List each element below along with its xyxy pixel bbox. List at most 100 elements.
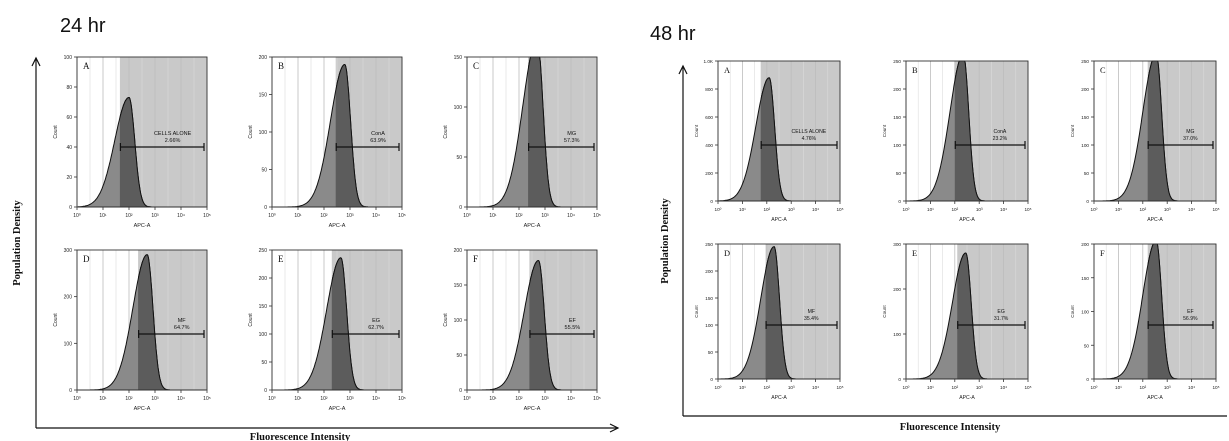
histogram-gated xyxy=(954,61,1027,201)
y-tick-label: 50 xyxy=(456,353,462,359)
y-tick-label: 150 xyxy=(259,93,268,99)
y-tick-label: 100 xyxy=(454,318,463,324)
x-tick-label: 10⁵ xyxy=(1212,385,1219,390)
x-tick-label: 10⁰ xyxy=(714,207,721,212)
y-tick-label: 150 xyxy=(893,115,901,120)
histogram-panel-b: 0 50 100 150 200 Count 10⁰ 10¹ 10² 10³ 10⁴ 10⁵ APC-A… xyxy=(248,55,406,229)
histogram-panel-d: 0 50 100 150 200 250 Count 10⁰ 10¹ 10² 10³ 10⁴ 10⁵ AP… xyxy=(694,242,844,401)
gate-label: CELLS ALONE xyxy=(154,131,192,137)
gate-label: MF xyxy=(808,309,815,315)
y-tick-label: 100 xyxy=(64,341,73,347)
panel-letter: B xyxy=(278,61,284,71)
y-tick-label: 100 xyxy=(454,105,463,111)
figure-48hr: 48 hr Population Density Fluorescence Inte… xyxy=(650,23,1227,433)
y-tick-label: 250 xyxy=(1081,59,1089,64)
histogram-panel-e: 0 50 100 150 200 250 Count 10⁰ 10¹ 10² 10³ 10⁴ 10⁵ AP… xyxy=(248,248,406,412)
panel-letter: E xyxy=(912,249,917,258)
gate-value: 37.0% xyxy=(1183,136,1198,142)
panel-frame xyxy=(717,243,841,380)
x-tick-label: 10⁴ xyxy=(1188,385,1195,390)
x-tick-label: 10⁰ xyxy=(1090,207,1097,212)
y-tick-label: 50 xyxy=(1084,343,1090,348)
panel-frame xyxy=(717,60,841,202)
x-tick-label: 10¹ xyxy=(99,396,107,402)
y-tick-label: 80 xyxy=(66,85,72,91)
x-tick-label: 10⁵ xyxy=(593,213,601,219)
y-tick-label: 20 xyxy=(66,175,72,181)
x-axis-label: APC-A xyxy=(134,223,151,229)
x-tick-label: 10¹ xyxy=(927,385,934,390)
axis-arrow-up xyxy=(678,64,688,75)
x-tick-label: 10¹ xyxy=(489,396,497,402)
x-tick-label: 10⁴ xyxy=(177,396,185,402)
x-tick-label: 10³ xyxy=(976,207,983,212)
panel-frame xyxy=(76,249,208,391)
panel-frame xyxy=(466,56,598,208)
gate-value: 2.66% xyxy=(165,138,181,144)
y-tick-label: 0 xyxy=(264,388,267,394)
y-tick-label: 50 xyxy=(1084,171,1090,176)
histogram-panel-a: 0 20 40 60 80 100 Count 10⁰ 10¹ 10² 10³ 10⁴ 10⁵ APC-A… xyxy=(53,55,211,229)
gate-value: 55.5% xyxy=(565,325,581,331)
histogram-gated xyxy=(760,77,839,201)
histogram-gated xyxy=(957,252,1027,379)
panel-letter: E xyxy=(278,254,284,264)
gate-label: EF xyxy=(569,318,577,324)
x-tick-label: 10¹ xyxy=(927,207,934,212)
y-tick-label: 100 xyxy=(259,332,268,338)
gate-label: EG xyxy=(997,309,1004,315)
population-density-label: Population Density xyxy=(12,200,23,286)
y-tick-label: 400 xyxy=(705,143,713,148)
x-tick-label: 10¹ xyxy=(99,213,107,219)
x-tick-label: 10⁵ xyxy=(836,207,843,212)
x-tick-label: 10³ xyxy=(541,213,549,219)
y-tick-label: 50 xyxy=(708,350,714,355)
y-axis-label: Count xyxy=(248,125,254,139)
y-tick-label: 200 xyxy=(454,248,463,254)
x-tick-label: 10⁵ xyxy=(593,396,601,402)
histogram-gated xyxy=(138,254,206,390)
gate-value: 31.7% xyxy=(994,316,1009,322)
x-tick-label: 10⁴ xyxy=(372,396,380,402)
figure-title: 24 hr xyxy=(60,15,106,37)
histogram-gated xyxy=(119,96,206,207)
x-tick-label: 10⁰ xyxy=(714,385,721,390)
y-tick-label: 250 xyxy=(259,248,268,254)
histogram-panel-b: 0 50 100 150 200 250 Count 10⁰ 10¹ 10² 10³ 10⁴ 10⁵ AP… xyxy=(882,59,1032,223)
x-tick-label: 10³ xyxy=(151,213,159,219)
y-axis-label: Count xyxy=(1070,124,1075,137)
x-tick-label: 10⁰ xyxy=(463,213,471,219)
x-tick-label: 10³ xyxy=(788,385,795,390)
gate-value: 63.9% xyxy=(370,138,386,144)
histogram-panel-a: 0 200 400 600 800 1.0K Count 10⁰ 10¹ 10² 10³ 10⁴ 10⁵… xyxy=(694,59,844,223)
panel-frame xyxy=(76,56,208,208)
y-tick-label: 0 xyxy=(459,388,462,394)
fluorescence-intensity-label: Fluorescence Intensity xyxy=(250,432,351,441)
histogram-panel-c: 0 50 100 150 200 250 Count 10⁰ 10¹ 10² 10³ 10⁴ 10⁵ AP… xyxy=(1070,59,1220,223)
gate-value: 23.2% xyxy=(993,136,1008,142)
y-axis-label: Count xyxy=(248,313,254,327)
histogram-panel-c: 0 50 100 150 Count 10⁰ 10¹ 10² 10³ 10⁴ 10⁵ APC-A C MG… xyxy=(443,55,601,229)
gate-value: 64.7% xyxy=(174,325,190,331)
y-tick-label: 200 xyxy=(893,87,901,92)
x-tick-label: 10² xyxy=(1139,385,1146,390)
y-tick-label: 0 xyxy=(898,199,901,204)
y-axis-label: Count xyxy=(882,305,887,318)
y-tick-label: 100 xyxy=(893,143,901,148)
x-tick-label: 10⁴ xyxy=(567,396,575,402)
x-tick-label: 10⁴ xyxy=(177,213,185,219)
y-tick-label: 0 xyxy=(710,199,713,204)
x-tick-label: 10¹ xyxy=(1115,207,1122,212)
x-tick-label: 10⁵ xyxy=(1024,385,1031,390)
panel-frame xyxy=(271,249,403,391)
x-tick-label: 10² xyxy=(763,207,770,212)
gate-label: MG xyxy=(1186,129,1194,135)
y-tick-label: 100 xyxy=(1081,143,1089,148)
axis-arrow-up xyxy=(31,56,41,67)
histogram-gated xyxy=(765,246,839,379)
gate-value: 56.9% xyxy=(1183,316,1198,322)
panel-letter: F xyxy=(473,254,478,264)
x-tick-label: 10² xyxy=(951,385,958,390)
histogram-gated xyxy=(528,57,596,207)
